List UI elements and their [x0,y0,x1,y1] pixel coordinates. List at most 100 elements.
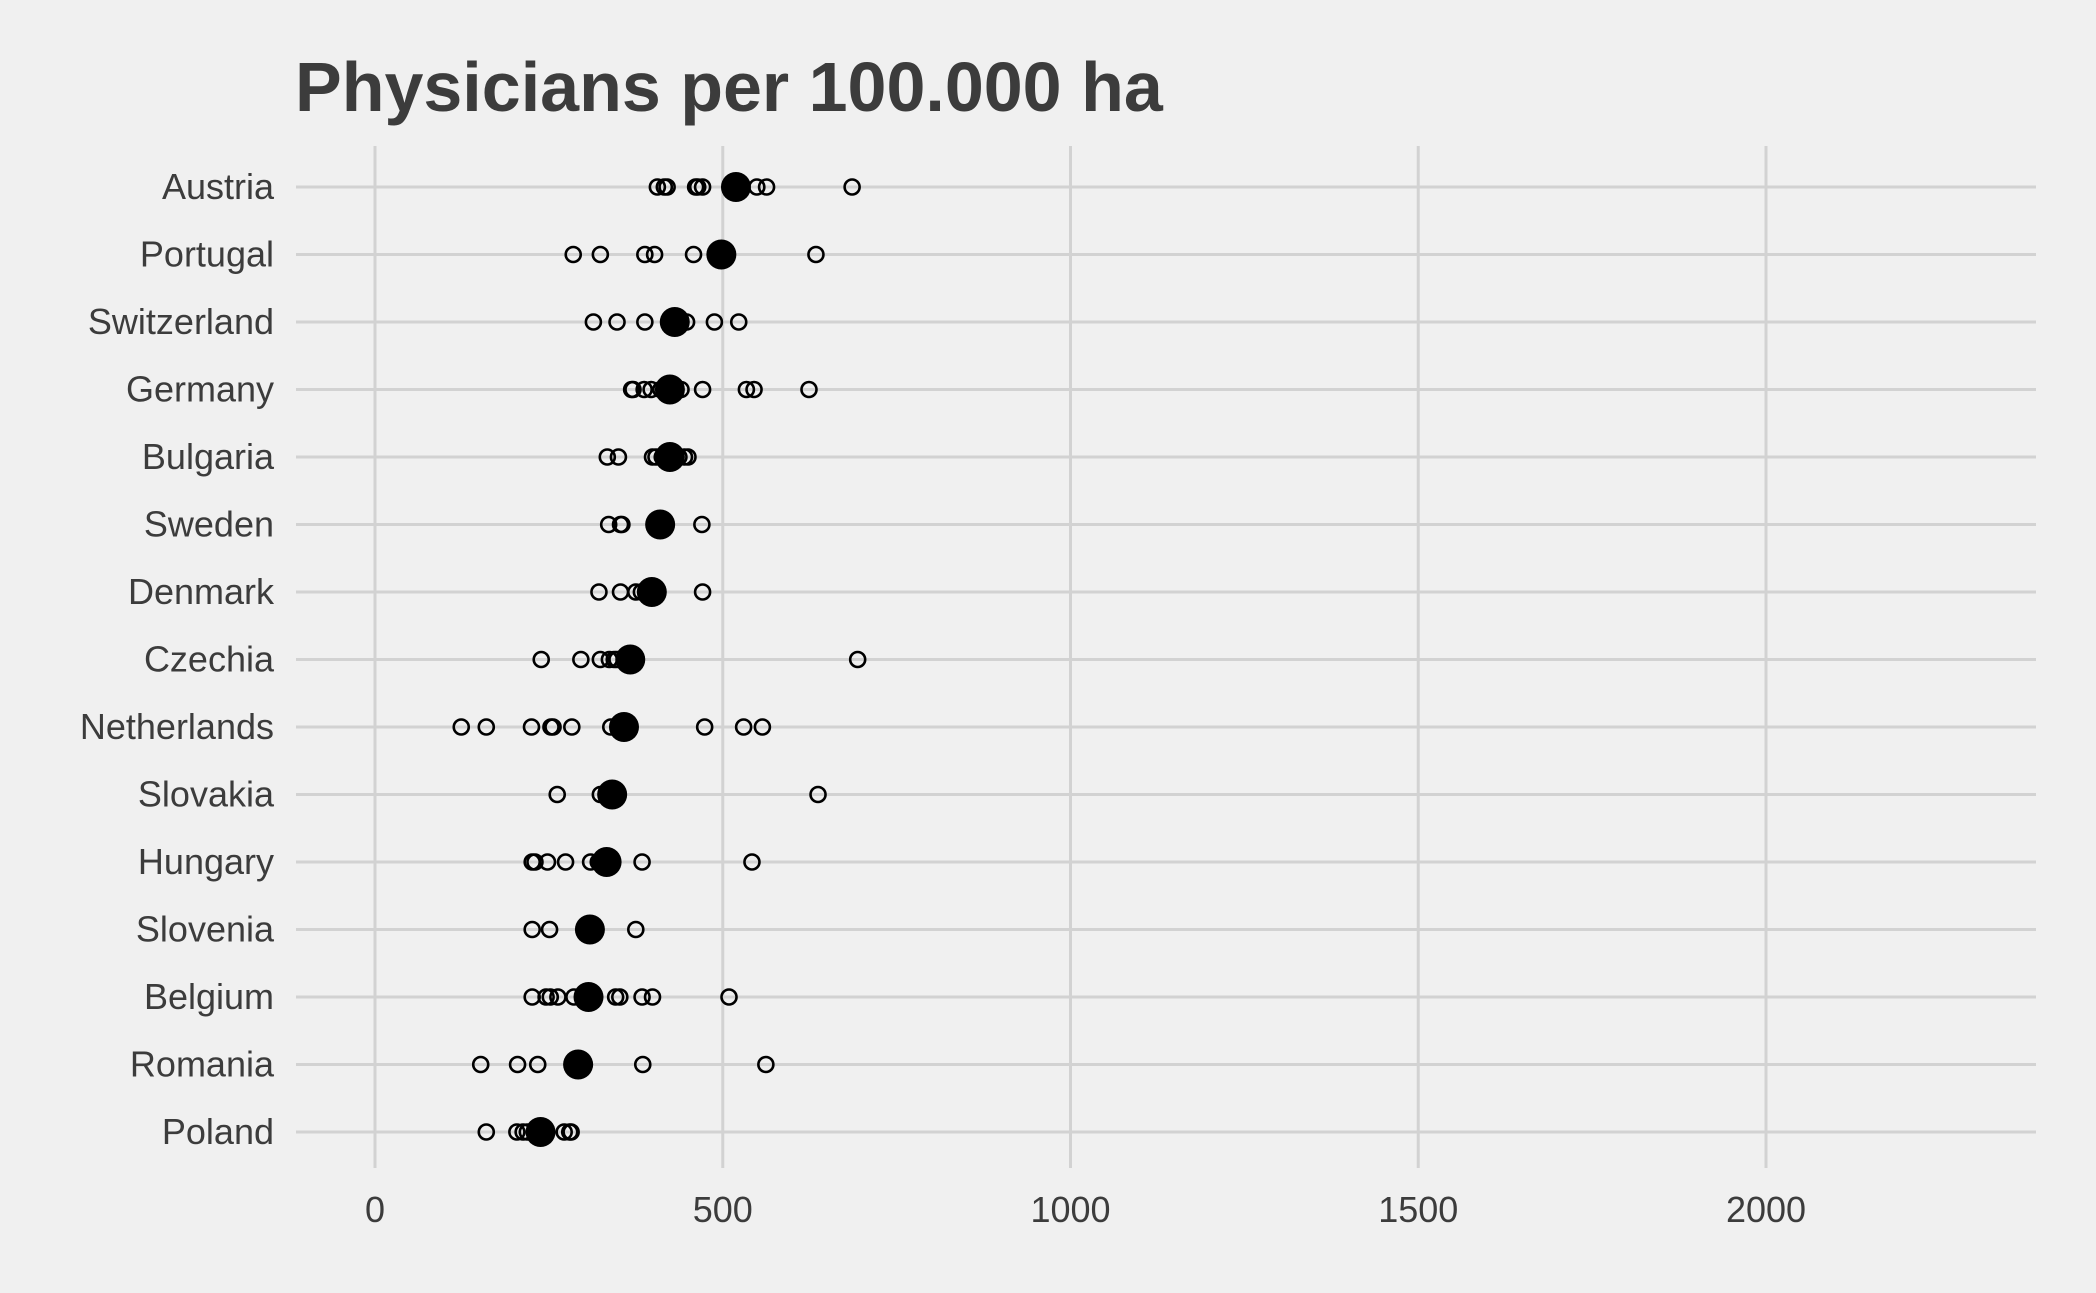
region-point [452,718,471,736]
mean-point [706,239,737,270]
mean-point [720,172,751,202]
region-point [843,178,861,196]
region-point [563,718,581,736]
region-point [695,718,714,736]
region-point [636,313,654,331]
region-point [684,245,703,264]
y-tick-label: Poland [162,1111,274,1152]
region-point [627,920,645,939]
region-point [737,380,756,399]
region-point [584,313,603,331]
y-tick-label: Sweden [144,504,274,545]
region-point [729,313,748,331]
region-point [757,1055,775,1074]
region-point [611,988,629,1006]
region-point [548,785,567,804]
region-point [555,1123,573,1141]
x-tick-label: 1500 [1378,1189,1458,1230]
y-axis-labels: Austria Portugal Switzerland Germany Bulgari… [80,166,275,1152]
y-tick-label: Slovenia [136,909,275,950]
region-point [528,1055,547,1074]
region-point [757,178,776,196]
region-point [613,515,631,534]
region-point [658,178,676,196]
region-point [688,178,707,196]
mean-point [636,577,667,607]
region-point [693,178,712,196]
region-point [591,245,610,264]
mean-point [563,1049,594,1080]
grid-layer [296,146,2036,1168]
region-point [477,718,496,736]
region-point [522,718,541,736]
y-tick-label: Czechia [144,639,275,680]
region-point [590,583,608,601]
region-point [556,853,575,871]
mean-point [574,914,605,945]
region-point [508,1055,527,1074]
mean-point [591,847,622,877]
region-point [643,988,662,1006]
y-tick-label: Slovakia [138,774,275,815]
region-point [734,718,753,736]
chart-title: Physicians per 100.000 ha [295,48,1164,126]
y-tick-label: Hungary [138,841,274,882]
region-point [477,1123,496,1141]
region-point [705,313,724,331]
region-point [471,1055,490,1074]
y-tick-label: Austria [162,166,275,207]
region-point [523,920,541,939]
region-point [599,515,618,534]
mean-point [654,442,685,472]
y-tick-label: Switzerland [88,301,274,342]
mean-point [597,779,628,810]
region-point [633,988,651,1006]
region-point [753,718,772,736]
data-points [452,172,867,1147]
region-point [807,245,825,264]
region-point [532,650,551,669]
region-point [693,380,712,399]
x-tick-label: 0 [365,1189,385,1230]
region-point [693,515,711,534]
y-tick-label: Denmark [128,571,275,612]
mean-point [573,982,604,1012]
region-point [720,988,738,1006]
region-point [544,718,562,736]
y-tick-label: Romania [130,1044,275,1085]
region-point [564,245,583,264]
region-point [633,1055,652,1074]
region-point [526,853,544,871]
region-point [538,853,557,871]
mean-point [615,644,646,675]
mean-point [608,712,639,742]
y-tick-label: Germany [126,369,274,410]
region-point [648,178,667,196]
region-point [609,448,628,466]
region-point [508,1123,526,1141]
region-point [633,853,651,871]
x-axis-labels: 0 500 1000 1500 2000 [365,1189,1806,1230]
y-tick-label: Belgium [144,976,274,1017]
region-point [608,313,626,331]
y-tick-label: Netherlands [80,706,274,747]
region-point [693,583,712,601]
y-tick-label: Portugal [140,234,274,275]
region-point [598,448,617,466]
mean-point [645,509,676,540]
region-point [572,650,590,669]
y-tick-label: Bulgaria [142,436,275,477]
region-point [800,380,818,399]
region-point [743,853,761,871]
region-point [809,785,827,804]
region-point [541,988,560,1006]
region-point [624,380,642,399]
mean-point [654,374,685,405]
region-point [635,380,653,399]
region-point [636,245,654,264]
x-tick-label: 2000 [1726,1189,1806,1230]
region-point [848,650,867,669]
